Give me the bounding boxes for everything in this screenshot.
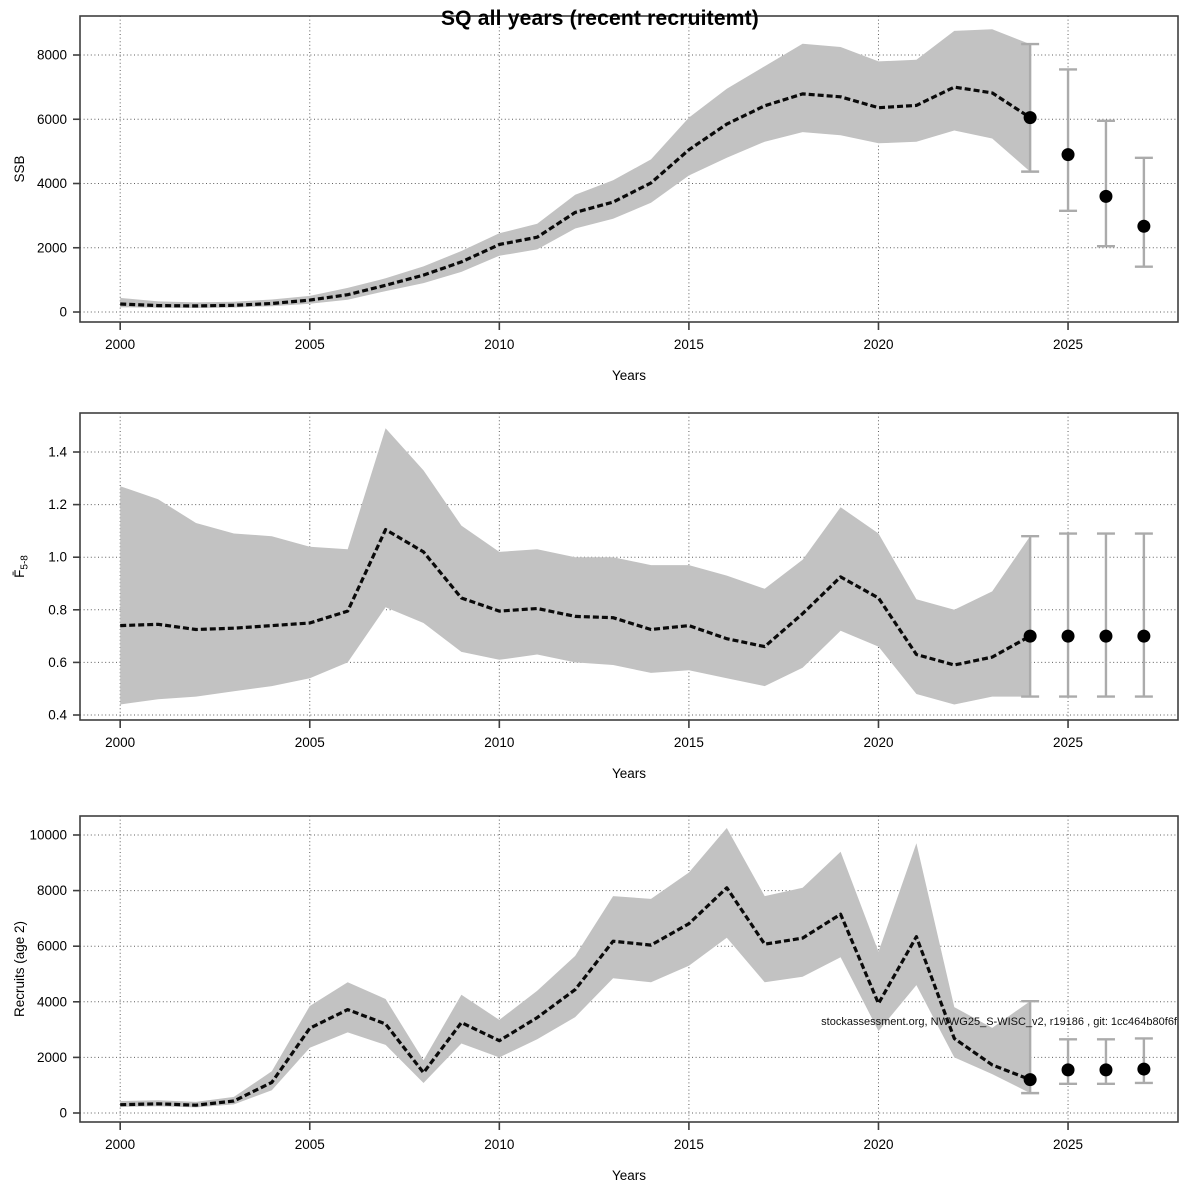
recruits-line xyxy=(120,886,1031,1107)
y-axis-title: F̄5-8 xyxy=(12,555,31,578)
y-tick-label: 0.4 xyxy=(48,708,67,723)
forecast-point xyxy=(1099,629,1113,643)
chart-title: SQ all years (recent recruitemt) xyxy=(440,7,760,30)
y-tick-label: 8000 xyxy=(37,48,67,63)
x-tick-label: 2005 xyxy=(295,1137,325,1152)
x-tick-label: 2015 xyxy=(674,337,704,352)
ssb-panel: 0 2000 4000 6000 8000 2000 2005 2010 2015 2020 202… xyxy=(12,15,1179,383)
x-tick-label: 2010 xyxy=(484,1137,514,1152)
x-tick-label: 2005 xyxy=(295,337,325,352)
error-bar xyxy=(1096,532,1115,698)
y-tick-label: 0.8 xyxy=(48,602,67,617)
error-bar xyxy=(1096,119,1115,248)
forecast-point xyxy=(1137,629,1151,643)
error-bar xyxy=(1059,68,1078,213)
x-tick-label: 2015 xyxy=(674,1137,704,1152)
assessment-point xyxy=(1023,1073,1037,1087)
recruits-panel: 0 2000 4000 6000 8000 10000 2000 2005 2010 2015 20… xyxy=(12,815,1179,1183)
y-axis-title: SSB xyxy=(12,155,27,182)
forecast-point xyxy=(1137,219,1151,233)
y-tick-label: 0 xyxy=(59,1105,67,1120)
y-tick-label: 4000 xyxy=(37,176,67,191)
x-axis-title: Years xyxy=(612,766,646,781)
x-tick-label: 2025 xyxy=(1053,337,1083,352)
assessment-point xyxy=(1023,111,1037,125)
y-tick-label: 6000 xyxy=(37,112,67,127)
x-tick-label: 2020 xyxy=(863,735,893,750)
fbar-line xyxy=(120,528,1031,667)
confidence-band xyxy=(120,828,1031,1108)
x-axis-title: Years xyxy=(612,368,646,383)
confidence-band xyxy=(120,29,1031,309)
forecast-point xyxy=(1137,1062,1151,1076)
x-tick-label: 2000 xyxy=(105,1137,135,1152)
plot-frame xyxy=(79,815,1179,1123)
forecast-point xyxy=(1061,1063,1075,1077)
y-tick-label: 2000 xyxy=(37,240,67,255)
y-tick-label: 1.0 xyxy=(48,550,67,565)
y-tick-label: 4000 xyxy=(37,994,67,1009)
x-tick-label: 2025 xyxy=(1053,735,1083,750)
plot-frame xyxy=(79,412,1179,721)
plot-frame xyxy=(79,15,1179,323)
confidence-band xyxy=(120,428,1031,705)
x-tick-label: 2025 xyxy=(1053,1137,1083,1152)
x-axis-title: Years xyxy=(612,1168,646,1183)
y-tick-label: 10000 xyxy=(29,827,67,842)
y-tick-label: 8000 xyxy=(37,883,67,898)
x-tick-label: 2010 xyxy=(484,735,514,750)
error-bar xyxy=(1021,42,1040,173)
assessment-point xyxy=(1023,629,1037,643)
error-bar xyxy=(1059,532,1078,698)
x-tick-label: 2000 xyxy=(105,337,135,352)
x-tick-label: 2000 xyxy=(105,735,135,750)
error-bar xyxy=(1134,532,1153,698)
fbar-panel: 0.4 0.6 0.8 1.0 1.2 1.4 2000 2005 2010 2015 2020 20… xyxy=(12,412,1179,781)
forecast-point xyxy=(1061,148,1075,162)
run-annotation: stockassessment.org, NWWG25_S-WISC_v2, r… xyxy=(821,1016,1177,1028)
ssb-line xyxy=(120,85,1031,308)
x-tick-label: 2005 xyxy=(295,735,325,750)
y-tick-label: 1.4 xyxy=(48,445,67,460)
x-tick-label: 2020 xyxy=(863,1137,893,1152)
x-tick-label: 2020 xyxy=(863,337,893,352)
y-tick-label: 0 xyxy=(59,305,67,320)
forecast-point xyxy=(1099,189,1113,203)
error-bar xyxy=(1021,534,1040,698)
error-bar xyxy=(1134,156,1153,268)
y-tick-label: 6000 xyxy=(37,939,67,954)
x-tick-label: 2015 xyxy=(674,735,704,750)
forecast-point xyxy=(1099,1063,1113,1077)
y-tick-label: 2000 xyxy=(37,1050,67,1065)
y-axis-title: Recruits (age 2) xyxy=(12,921,27,1017)
x-tick-label: 2010 xyxy=(484,337,514,352)
forecast-point xyxy=(1061,629,1075,643)
y-tick-label: 1.2 xyxy=(48,497,67,512)
y-tick-label: 0.6 xyxy=(48,655,67,670)
